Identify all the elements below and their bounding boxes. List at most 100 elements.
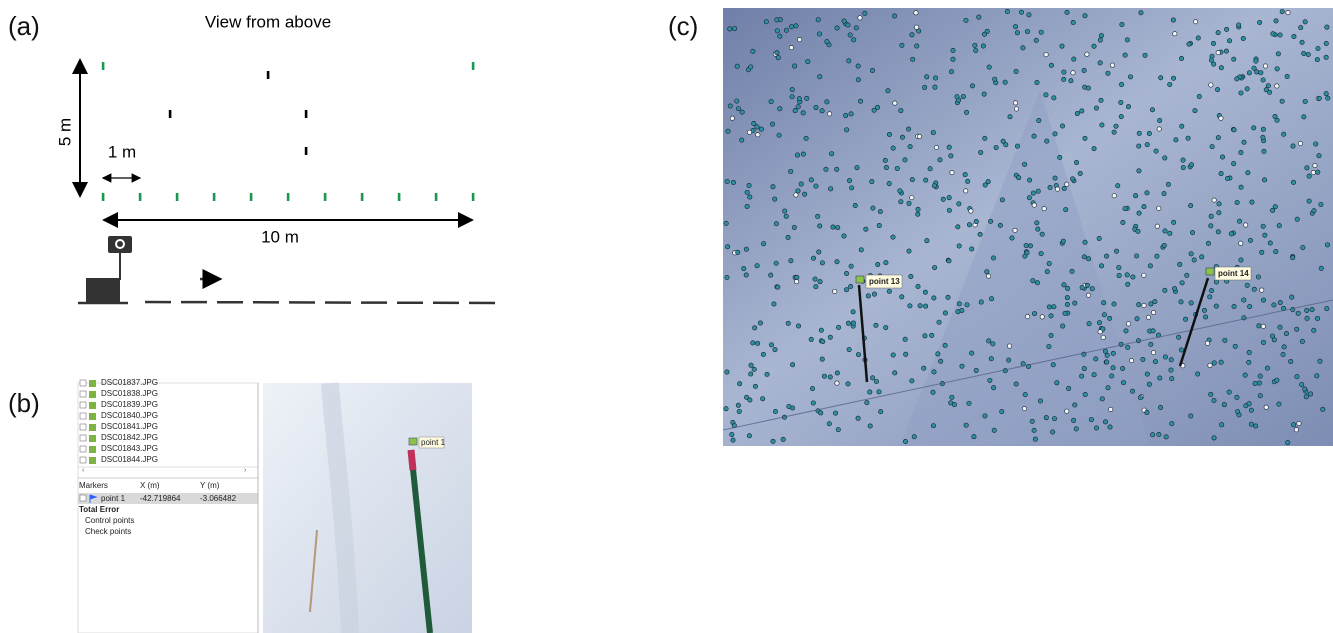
tie-point — [874, 323, 878, 327]
tie-point — [1112, 130, 1116, 134]
stake — [176, 193, 179, 201]
tie-point — [810, 386, 814, 390]
tie-point — [1315, 316, 1319, 320]
tie-point — [922, 85, 926, 89]
tie-point — [893, 101, 897, 105]
checkbox[interactable] — [80, 457, 86, 463]
tie-point — [985, 270, 989, 274]
figure: (a) View from above 5 m 1 m 10 m (b) DSC… — [0, 0, 1333, 633]
file-name[interactable]: DSC01844.JPG — [101, 455, 158, 464]
tie-point — [973, 43, 977, 47]
tie-point — [1235, 200, 1239, 204]
image-icon — [89, 380, 96, 387]
tie-point — [1261, 224, 1265, 228]
tie-point — [937, 320, 941, 324]
tie-point — [822, 374, 826, 378]
tie-point — [1048, 185, 1052, 189]
file-name[interactable]: DSC01839.JPG — [101, 400, 158, 409]
file-name[interactable]: DSC01841.JPG — [101, 422, 158, 431]
panel-c: (c) point 13 point 14 — [668, 8, 1333, 446]
checkbox[interactable] — [80, 424, 86, 430]
tie-point — [961, 94, 965, 98]
tie-point — [874, 379, 878, 383]
tie-point — [1080, 285, 1084, 289]
tie-point — [1264, 405, 1268, 409]
checkbox[interactable] — [80, 413, 86, 419]
tie-point — [801, 152, 805, 156]
column-header: Markers — [79, 481, 108, 490]
tie-point — [1032, 203, 1036, 207]
tie-point — [835, 381, 839, 385]
tie-point — [1324, 41, 1328, 45]
tie-point — [988, 219, 992, 223]
file-name[interactable]: DSC01840.JPG — [101, 411, 158, 420]
tie-point — [1069, 79, 1073, 83]
vehicle — [86, 278, 120, 303]
tie-point — [1284, 331, 1288, 335]
tie-point — [1137, 211, 1141, 215]
tie-point — [1257, 324, 1261, 328]
tie-point — [1277, 402, 1281, 406]
file-name[interactable]: DSC01843.JPG — [101, 444, 158, 453]
tie-point — [811, 401, 815, 405]
tie-point — [1271, 32, 1275, 36]
tie-point — [1189, 301, 1193, 305]
tie-point — [965, 179, 969, 183]
tie-point — [735, 64, 739, 68]
tie-point — [753, 384, 757, 388]
tie-point — [1252, 287, 1256, 291]
tie-point — [1022, 162, 1026, 166]
tie-point — [964, 110, 968, 114]
tie-point — [1105, 353, 1109, 357]
tie-point — [1155, 254, 1159, 258]
tie-point — [1071, 71, 1075, 75]
total-error: Total Error — [79, 505, 119, 514]
tie-point — [1066, 386, 1070, 390]
tie-point — [1312, 209, 1316, 213]
tie-point — [1219, 66, 1223, 70]
tie-point — [1163, 288, 1167, 292]
checkbox[interactable] — [80, 402, 86, 408]
tie-point — [1236, 23, 1240, 27]
tie-point — [849, 112, 853, 116]
tie-point — [1150, 433, 1154, 437]
file-name[interactable]: DSC01837.JPG — [101, 378, 158, 387]
tie-point — [1163, 156, 1167, 160]
tie-point — [1070, 177, 1074, 181]
tie-point — [1278, 33, 1282, 37]
tie-point — [1190, 230, 1194, 234]
checkbox[interactable] — [80, 446, 86, 452]
file-name[interactable]: DSC01842.JPG — [101, 433, 158, 442]
tie-point — [1014, 382, 1018, 386]
tie-point — [1260, 288, 1264, 292]
tie-point — [844, 271, 848, 275]
column-header: Y (m) — [200, 481, 220, 490]
tie-point — [749, 363, 753, 367]
checkbox[interactable] — [80, 380, 86, 386]
tie-point — [1120, 22, 1124, 26]
tie-point — [1030, 419, 1034, 423]
stake — [102, 62, 105, 70]
tie-point — [1086, 86, 1090, 90]
tie-point — [795, 153, 799, 157]
tie-point — [1239, 258, 1243, 262]
tie-point — [978, 232, 982, 236]
tie-point — [843, 113, 847, 117]
tie-point — [1031, 278, 1035, 282]
tie-point — [957, 244, 961, 248]
tie-point — [1139, 11, 1143, 15]
tie-point — [1250, 200, 1254, 204]
checkbox[interactable] — [80, 391, 86, 397]
file-name[interactable]: DSC01838.JPG — [101, 389, 158, 398]
tie-point — [1149, 342, 1153, 346]
tie-point — [833, 411, 837, 415]
cell: -42.719864 — [140, 494, 181, 503]
tie-point — [1073, 403, 1077, 407]
checkbox[interactable] — [80, 495, 86, 501]
tie-point — [1324, 91, 1328, 95]
tie-point — [1157, 118, 1161, 122]
tie-point — [836, 225, 840, 229]
tie-point — [931, 130, 935, 134]
tie-point — [736, 250, 740, 254]
checkbox[interactable] — [80, 435, 86, 441]
